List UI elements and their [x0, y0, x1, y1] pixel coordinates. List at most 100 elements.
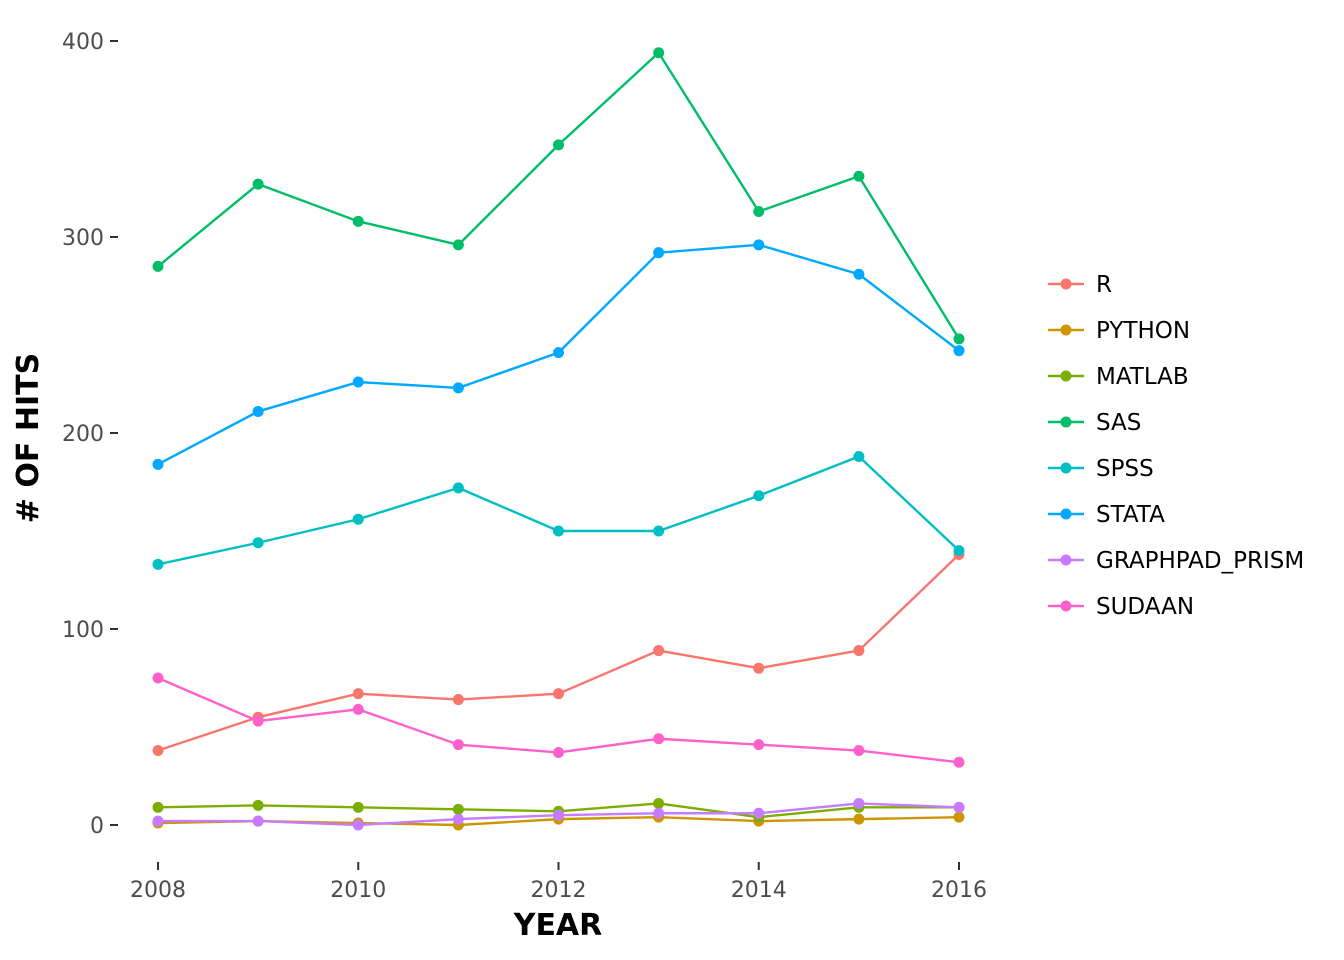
y-axis: 0 100 200 300 400 [62, 30, 118, 839]
y-axis-title: # OF HITS [11, 353, 46, 523]
legend-label: STATA [1096, 502, 1165, 528]
data-point-r [853, 645, 865, 657]
series-graphpad-prism [152, 797, 965, 831]
data-point-stata [953, 345, 965, 357]
data-point-sas [753, 206, 765, 218]
data-point-stata [452, 382, 464, 394]
data-point-graphpad-prism [753, 807, 765, 819]
data-point-sas [653, 47, 665, 59]
legend: R PYTHON MATLAB SAS SPSS STATA GRAPHPAD_PRISM S… [1048, 272, 1304, 620]
legend-item-spss: SPSS [1048, 456, 1154, 482]
data-point-sas [152, 260, 164, 272]
data-point-python [953, 811, 965, 823]
legend-label: SPSS [1096, 456, 1154, 482]
data-point-sas [252, 178, 264, 190]
series-line-spss [157, 455, 960, 566]
x-tick-label: 2008 [130, 878, 186, 903]
x-tick-label: 2016 [931, 878, 987, 903]
data-point-sudaan [152, 672, 164, 684]
data-point-r [553, 688, 564, 700]
x-axis-title: YEAR [513, 908, 603, 943]
series-sudaan [152, 672, 965, 768]
legend-label: GRAPHPAD_PRISM [1096, 548, 1304, 574]
series-sas [152, 47, 965, 345]
data-point-sudaan [553, 746, 564, 758]
legend-key-point [1060, 508, 1072, 520]
data-point-spss [553, 525, 564, 537]
data-point-spss [352, 513, 364, 525]
series-r [152, 549, 965, 757]
data-point-stata [853, 268, 865, 280]
data-point-spss [653, 525, 665, 537]
legend-item-graphpad-prism: GRAPHPAD_PRISM [1048, 548, 1304, 574]
data-point-graphpad-prism [953, 801, 965, 813]
series-line-r [157, 553, 960, 752]
data-point-stata [352, 376, 364, 388]
x-axis: 2008 2010 2012 2014 2016 [130, 862, 987, 903]
y-tick-label: 0 [90, 814, 104, 839]
series-spss [152, 451, 965, 570]
data-point-sudaan [252, 715, 264, 727]
y-tick-label: 300 [62, 226, 104, 251]
data-point-sudaan [753, 739, 765, 751]
data-point-sudaan [853, 745, 865, 757]
data-point-sas [853, 170, 865, 182]
data-point-sas [452, 239, 464, 251]
data-point-sas [953, 333, 965, 345]
data-point-r [452, 694, 464, 706]
data-point-r [152, 745, 164, 757]
x-tick-label: 2010 [330, 878, 386, 903]
data-point-matlab [452, 803, 464, 815]
legend-item-python: PYTHON [1048, 318, 1190, 344]
data-point-spss [953, 545, 965, 557]
data-point-graphpad-prism [452, 813, 464, 825]
data-point-r [352, 688, 364, 700]
data-point-graphpad-prism [553, 809, 564, 821]
data-point-stata [152, 458, 164, 470]
data-point-python [853, 813, 865, 825]
legend-item-sas: SAS [1048, 410, 1141, 436]
series-stata [152, 239, 965, 470]
series-line-sas [157, 51, 961, 340]
data-point-r [653, 645, 665, 657]
legend-item-stata: STATA [1048, 502, 1165, 528]
legend-label: MATLAB [1096, 364, 1189, 390]
legend-label: SAS [1096, 410, 1141, 436]
y-tick-label: 400 [62, 30, 104, 55]
data-point-stata [553, 347, 564, 359]
data-point-r [753, 662, 765, 674]
legend-label: SUDAAN [1096, 594, 1194, 620]
x-tick-label: 2012 [531, 878, 587, 903]
data-point-stata [753, 239, 765, 251]
data-point-sudaan [352, 703, 364, 715]
data-point-graphpad-prism [653, 807, 665, 819]
data-point-sudaan [452, 739, 464, 751]
data-point-graphpad-prism [352, 819, 364, 831]
legend-label: R [1096, 272, 1112, 298]
y-tick-label: 200 [62, 422, 104, 447]
legend-item-sudaan: SUDAAN [1048, 594, 1194, 620]
data-point-graphpad-prism [152, 815, 164, 827]
data-point-matlab [352, 801, 364, 813]
data-point-sudaan [953, 756, 965, 768]
data-point-sudaan [653, 733, 665, 745]
data-point-spss [452, 482, 464, 494]
legend-label: PYTHON [1096, 318, 1190, 344]
x-tick-label: 2014 [731, 878, 787, 903]
data-point-stata [252, 405, 264, 417]
legend-key-point [1060, 600, 1072, 612]
data-point-spss [252, 537, 264, 549]
data-point-stata [653, 247, 665, 259]
data-point-matlab [252, 799, 264, 811]
legend-key-point [1060, 416, 1072, 428]
legend-key-point [1060, 370, 1072, 382]
data-point-sas [352, 215, 364, 227]
data-point-matlab [653, 797, 665, 809]
legend-item-matlab: MATLAB [1048, 364, 1189, 390]
data-point-spss [853, 451, 865, 463]
legend-key-point [1060, 278, 1072, 290]
legend-key-point [1060, 324, 1072, 336]
data-point-graphpad-prism [252, 815, 264, 827]
series-layer [152, 47, 965, 831]
